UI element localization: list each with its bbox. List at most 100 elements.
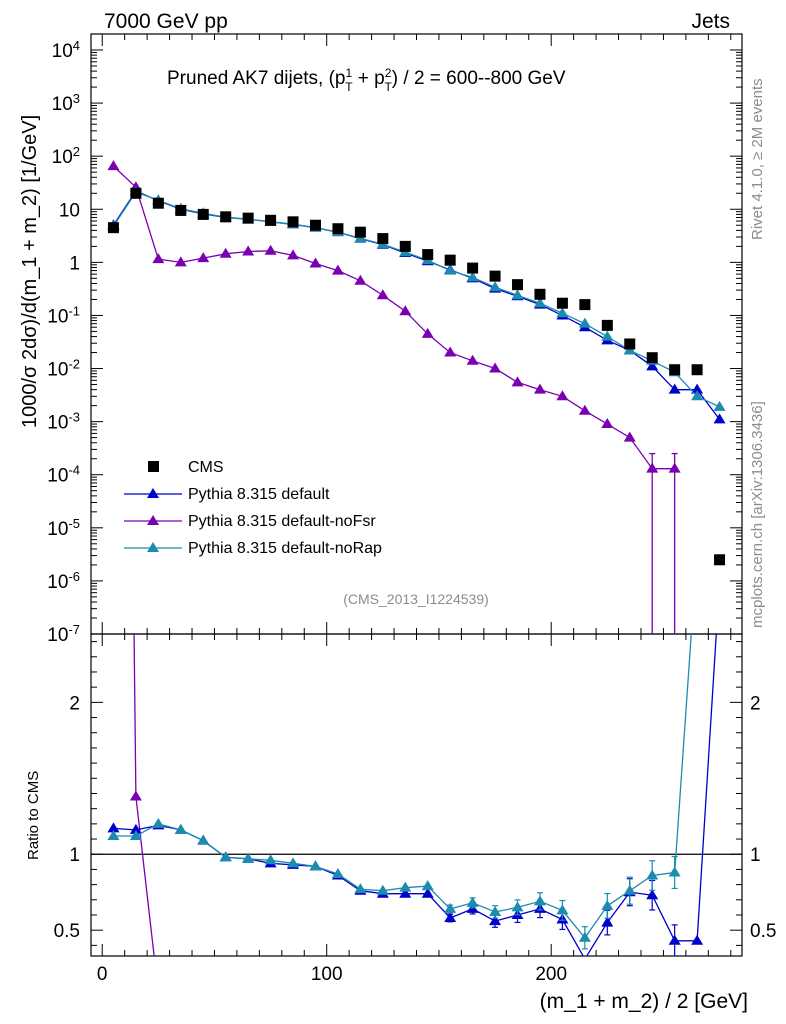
y-tick-label: 1	[69, 253, 80, 274]
mcplots-label: mcplots.cern.ch [arXiv:1306.3436]	[749, 401, 766, 628]
ratio-marker	[287, 857, 300, 868]
series-marker	[309, 257, 322, 268]
ratio-marker	[623, 884, 636, 895]
series-marker	[511, 289, 524, 300]
series-line	[112, 165, 675, 470]
series-marker	[174, 256, 187, 267]
ratio-marker	[601, 916, 614, 927]
y-tick-labels: 10-7 10-6 10-5 10-4 10-3 10-2 10-1 1 10 102 103 104	[47, 37, 80, 646]
cms-point	[287, 216, 299, 228]
ratio-marker	[331, 867, 344, 878]
series-marker	[691, 390, 704, 401]
series-marker	[713, 400, 726, 411]
ratio-y-axis-label: Ratio to CMS	[25, 771, 42, 860]
axis-ticks: 0 100 200 0.5 0.5 1 1 2 2	[54, 33, 776, 985]
y-tick-label: 102	[52, 144, 80, 169]
series-marker	[242, 245, 255, 256]
series-marker	[489, 281, 502, 292]
analysis-id: (CMS_2013_I1224539)	[343, 591, 489, 607]
y-tick-label: 10-7	[47, 622, 80, 647]
ratio-marker	[489, 915, 502, 926]
x-axis-label: (m_1 + m_2) / 2 [GeV]	[540, 990, 748, 1013]
series-marker	[533, 297, 546, 308]
series-marker	[331, 264, 344, 275]
ratio-marker	[601, 899, 614, 910]
series-marker	[376, 289, 389, 300]
ratio-marker	[444, 902, 457, 913]
ratio-marker	[668, 934, 681, 945]
series-marker	[287, 249, 300, 260]
ratio-marker	[197, 834, 210, 845]
cms-point	[467, 262, 479, 274]
ratio-marker	[646, 889, 659, 900]
ratio-tick-label-left: 2	[69, 693, 80, 714]
ratio-line	[113, 634, 692, 939]
cms-point	[152, 197, 164, 209]
ratio-marker	[556, 904, 569, 915]
y-tick-label: 10-3	[47, 409, 80, 434]
ratio-tick-label-left: 1	[69, 845, 80, 866]
cms-point	[242, 212, 254, 224]
cms-point	[601, 319, 613, 331]
ratio-marker	[264, 854, 277, 865]
ratio-marker	[152, 817, 165, 828]
legend-label-nofsr: Pythia 8.315 default-noFsr	[188, 513, 376, 530]
ratio-tick-label-right: 1	[750, 845, 761, 866]
series-marker	[197, 252, 210, 263]
legend-marker-nofsr	[147, 515, 159, 525]
ratio-marker	[174, 823, 187, 834]
ratio-marker	[376, 884, 389, 895]
y-tick-label: 103	[52, 91, 80, 116]
legend-marker-norap	[147, 542, 159, 552]
cms-point	[197, 208, 209, 220]
ratio-marker	[668, 866, 681, 877]
cms-point	[512, 279, 524, 291]
ratio-marker	[466, 896, 479, 907]
y-tick-label: 10-2	[47, 356, 80, 381]
series-marker	[466, 354, 479, 365]
legend-label-cms: CMS	[188, 459, 224, 476]
ratio-marker	[242, 852, 255, 863]
ratio-marker	[578, 931, 591, 942]
series-marker	[107, 160, 120, 171]
ratio-tick-label-left: 0.5	[54, 921, 80, 942]
series-marker	[444, 264, 457, 275]
series-marker	[444, 346, 457, 357]
rivet-label: Rivet 4.1.0, ≥ 2M events	[749, 78, 766, 240]
cms-point	[534, 288, 546, 300]
cms-point	[175, 204, 187, 216]
cms-point	[130, 187, 142, 199]
series-marker	[601, 330, 614, 341]
legend-marker-cms	[148, 461, 159, 472]
cms-point	[220, 211, 232, 223]
series-marker	[489, 362, 502, 373]
series-marker	[601, 418, 614, 429]
ratio-marker	[533, 895, 546, 906]
legend: CMS Pythia 8.315 default Pythia 8.315 de…	[124, 459, 382, 557]
cms-point	[579, 299, 591, 311]
data-series	[107, 160, 726, 634]
header-right: Jets	[691, 10, 730, 33]
cms-point	[556, 297, 568, 309]
cms-point	[624, 338, 636, 350]
y-axis-label: 1000/σ 2dσ)/d(m_1 + m_2) [1/GeV]	[19, 115, 41, 428]
y-tick-label: 10	[59, 200, 80, 221]
ratio-marker	[444, 912, 457, 923]
ratio-marker	[129, 830, 142, 841]
ratio-marker	[107, 830, 120, 841]
ratio-line	[133, 634, 155, 956]
cms-point	[489, 270, 501, 282]
legend-marker-default	[147, 488, 159, 498]
series-marker	[421, 327, 434, 338]
cms-point	[422, 249, 434, 261]
header-left: 7000 GeV pp	[104, 10, 228, 33]
x-tick-label: 200	[535, 964, 567, 985]
ratio-marker	[421, 880, 434, 891]
series-line	[112, 190, 721, 420]
series-marker	[556, 307, 569, 318]
series-marker	[691, 383, 704, 394]
x-tick-label: 100	[311, 964, 343, 985]
series-marker	[152, 253, 165, 264]
cms-point	[714, 554, 726, 566]
